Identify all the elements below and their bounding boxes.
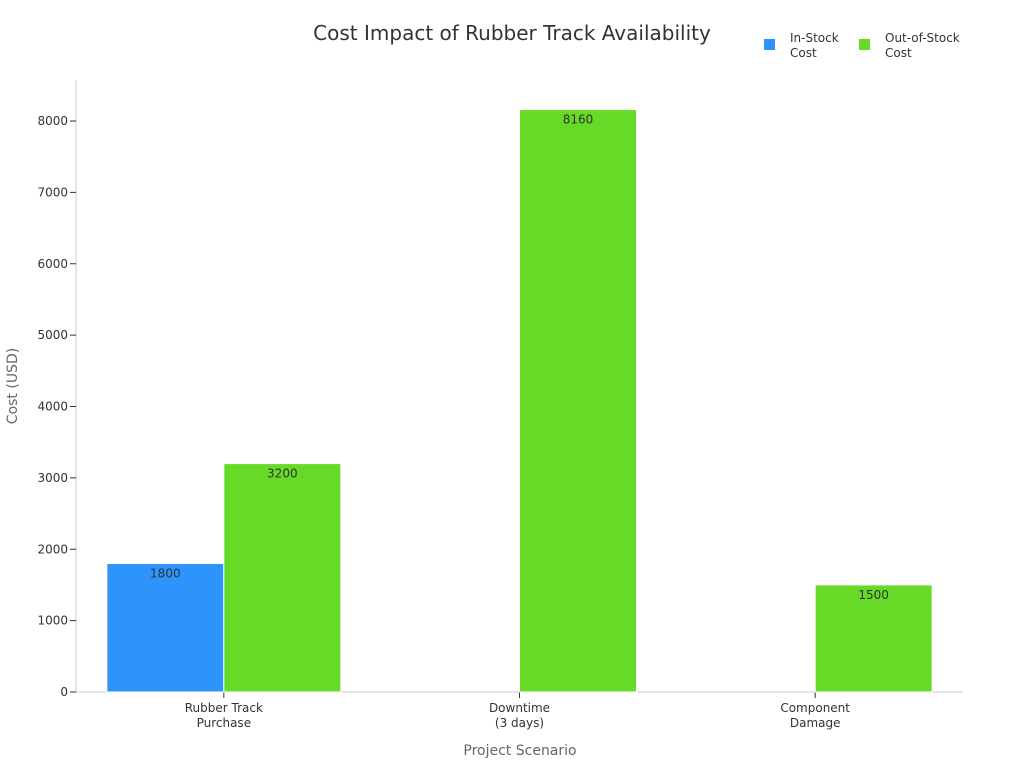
y-axis-title: Cost (USD): [5, 348, 21, 424]
y-tick-label: 3000: [37, 471, 68, 485]
bars-group: [106, 109, 933, 693]
bar: [223, 463, 342, 693]
bar: [519, 109, 637, 693]
data-label: 8160: [563, 113, 594, 127]
legend-swatch: [764, 39, 775, 50]
legend: In-Stock Cost Out-of-Stock Cost: [764, 31, 960, 60]
chart-title: Cost Impact of Rubber Track Availability: [313, 21, 711, 45]
x-tick-label: Component Damage: [780, 701, 850, 730]
y-tick-label: 6000: [37, 257, 68, 271]
y-tick-label: 2000: [37, 542, 68, 556]
y-tick-label: 5000: [37, 328, 68, 342]
y-tick-label: 1000: [37, 614, 68, 628]
legend-swatch: [859, 39, 870, 50]
y-tick-label: 4000: [37, 400, 68, 414]
bar: [106, 563, 225, 693]
y-tick-label: 8000: [37, 114, 68, 128]
x-tick-label: Downtime (3 days): [489, 701, 550, 730]
y-tick-label: 0: [60, 685, 68, 699]
x-axis-title: Project Scenario: [463, 743, 576, 759]
data-label: 1800: [150, 567, 181, 581]
bar: [814, 584, 933, 693]
data-label: 3200: [267, 467, 298, 481]
legend-label: In-Stock Cost: [790, 31, 839, 60]
legend-label: Out-of-Stock Cost: [885, 31, 960, 60]
data-labels-group: 1800 3200 8160 1500: [150, 113, 889, 602]
data-label: 1500: [858, 588, 889, 602]
x-tick-label: Rubber Track Purchase: [185, 701, 263, 730]
y-tick-label: 7000: [37, 185, 68, 199]
axes: 0 1000 2000 3000 4000 5000 6000 7000 8000 Rubber …: [37, 80, 963, 730]
